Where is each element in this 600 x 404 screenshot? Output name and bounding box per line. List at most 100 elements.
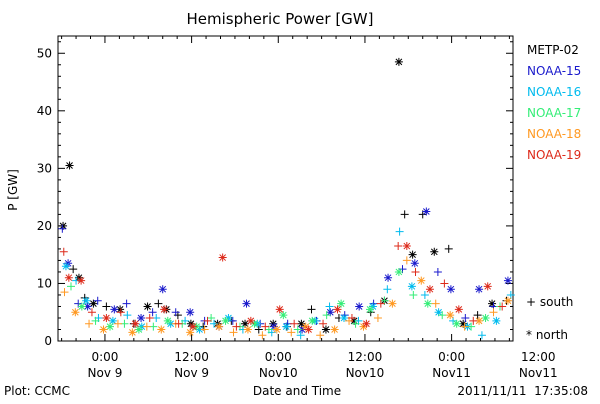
- data-point-north: [321, 325, 330, 334]
- data-point-north: [163, 316, 172, 325]
- data-points: [58, 57, 515, 340]
- data-point-south: [319, 319, 328, 328]
- data-point-south: [261, 322, 270, 331]
- data-point-south: [203, 316, 212, 325]
- data-point-south: [409, 290, 418, 299]
- footer-timestamp: 2011/11/11 17:35:08: [457, 384, 588, 398]
- data-point-south: [351, 319, 360, 328]
- x-axis-label: Date and Time: [253, 384, 341, 398]
- data-point-north: [215, 322, 224, 331]
- data-point-north: [350, 316, 359, 325]
- data-point-north: [434, 308, 443, 317]
- y-tick-label: 40: [37, 104, 52, 118]
- data-point-south: [373, 313, 382, 322]
- data-point-south: [461, 313, 470, 322]
- data-point-south: [316, 331, 325, 340]
- data-point-south: [229, 328, 238, 337]
- data-point-north: [483, 282, 492, 291]
- data-point-south: [420, 290, 429, 299]
- data-point-south: [469, 316, 478, 325]
- data-point-south: [87, 308, 96, 317]
- data-point-south: [91, 316, 100, 325]
- data-point-north: [137, 313, 146, 322]
- data-point-south: [438, 311, 447, 320]
- data-point-north: [108, 316, 117, 325]
- data-point-north: [475, 285, 484, 294]
- data-point-north: [65, 161, 74, 170]
- marker-key-north: * north: [526, 328, 568, 342]
- data-point-north: [446, 311, 455, 320]
- data-point-north: [459, 319, 468, 328]
- data-point-north: [384, 273, 393, 282]
- data-point-north: [408, 250, 417, 259]
- data-point-north: [340, 313, 348, 322]
- data-point-south: [394, 242, 403, 251]
- data-point-north: [394, 57, 403, 66]
- marker-key-south: + south: [526, 295, 573, 309]
- data-point-north: [330, 325, 339, 334]
- data-point-south: [307, 305, 316, 314]
- data-point-south: [123, 311, 132, 320]
- legend-item-noaa-16: NOAA-16: [527, 85, 581, 99]
- data-point-south: [402, 256, 411, 265]
- series-noaa-18: [60, 256, 512, 340]
- data-point-north: [308, 316, 317, 325]
- data-point-north: [279, 311, 288, 320]
- legend-item-metp-02: METP-02: [527, 43, 579, 57]
- data-point-north: [452, 319, 461, 328]
- x-tick-label-time: 0:00: [265, 350, 292, 364]
- footer-plot-credit: Plot: CCMC: [4, 384, 70, 398]
- data-point-north: [366, 305, 374, 314]
- data-point-north: [82, 296, 91, 305]
- x-tick-label-time: 12:00: [521, 350, 556, 364]
- data-point-north: [272, 325, 281, 334]
- data-point-north: [134, 325, 143, 334]
- data-point-north: [333, 305, 342, 314]
- data-point-south: [473, 311, 482, 320]
- data-point-north: [481, 313, 490, 322]
- data-point-north: [282, 322, 291, 331]
- data-point-south: [395, 227, 404, 236]
- data-point-south: [460, 322, 469, 331]
- x-tick-label-date: Nov 9: [174, 366, 209, 380]
- plot-area-frame: [57, 35, 514, 342]
- y-tick-label: 0: [44, 334, 52, 348]
- data-point-north: [425, 285, 434, 294]
- data-point-south: [228, 316, 237, 325]
- data-point-north: [186, 319, 195, 328]
- data-point-south: [325, 302, 334, 311]
- data-point-north: [71, 308, 80, 317]
- data-point-south: [232, 322, 241, 331]
- data-point-north: [503, 276, 512, 285]
- data-point-north: [157, 325, 166, 334]
- data-point-north: [275, 305, 284, 314]
- data-point-north: [423, 299, 432, 308]
- data-point-north: [74, 273, 83, 282]
- data-point-north: [99, 325, 108, 334]
- data-point-north: [326, 308, 335, 317]
- data-point-north: [410, 259, 419, 268]
- data-point-south: [347, 313, 356, 322]
- x-tick-label-date: Nov11: [519, 366, 558, 380]
- data-point-north: [102, 313, 111, 322]
- data-point-north: [503, 296, 512, 305]
- data-point-north: [422, 207, 431, 216]
- data-point-south: [376, 299, 385, 308]
- data-point-north: [269, 319, 278, 328]
- data-point-south: [411, 267, 420, 276]
- data-point-south: [400, 210, 409, 219]
- data-point-south: [122, 299, 131, 308]
- data-point-north: [417, 276, 426, 285]
- data-point-north: [304, 325, 313, 334]
- data-point-north: [89, 299, 98, 308]
- data-point-south: [296, 331, 305, 340]
- data-point-north: [64, 259, 73, 268]
- data-point-north: [77, 276, 86, 285]
- data-point-south: [322, 311, 331, 320]
- data-point-south: [102, 302, 111, 311]
- data-point-south: [383, 285, 392, 294]
- data-point-north: [454, 305, 463, 314]
- data-point-north: [388, 299, 397, 308]
